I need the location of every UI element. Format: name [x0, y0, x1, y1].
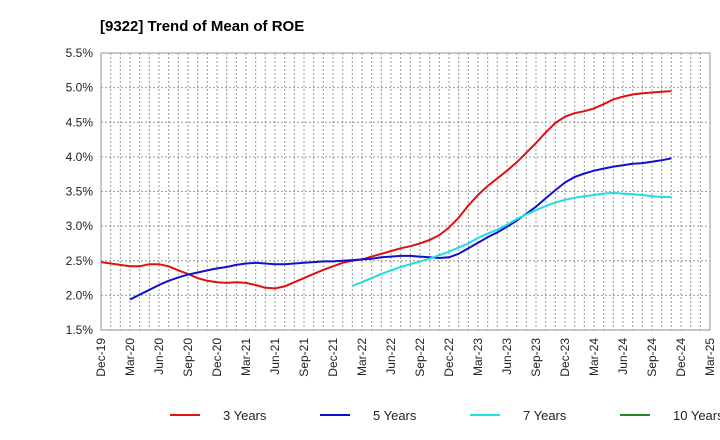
x-tick-label: Sep-20	[181, 338, 195, 377]
series-line-5-years	[129, 157, 672, 301]
x-tick-label: Dec-24	[674, 338, 688, 377]
legend: 3 Years 5 Years 7 Years 10 Years	[170, 408, 720, 423]
series-line-7-years	[352, 191, 672, 287]
y-tick-label: 1.5%	[66, 323, 94, 337]
legend-label: 3 Years	[223, 408, 267, 423]
x-tick-label: Mar-25	[703, 338, 717, 376]
y-tick-label: 3.0%	[66, 219, 94, 233]
x-tick-label: Jun-21	[268, 338, 282, 375]
y-tick-label: 4.5%	[66, 115, 94, 129]
y-tick-label: 4.0%	[66, 150, 94, 164]
x-tick-label: Mar-21	[239, 338, 253, 376]
x-tick-label: Jun-24	[616, 338, 630, 375]
x-tick-label: Mar-22	[355, 338, 369, 376]
x-tick-label: Dec-20	[210, 338, 224, 377]
x-tick-label: Dec-22	[442, 338, 456, 377]
y-tick-label: 3.5%	[66, 185, 94, 199]
x-axis-ticks: Dec-19 Mar-20 Jun-20 Sep-20 Dec-20 Mar-21 Jun-…	[94, 338, 717, 377]
x-tick-label: Dec-21	[326, 338, 340, 377]
x-tick-label: Sep-23	[529, 338, 543, 377]
y-tick-label: 5.0%	[66, 81, 94, 95]
y-tick-label: 5.5%	[66, 46, 94, 60]
series-lines	[100, 90, 672, 301]
legend-label: 7 Years	[523, 408, 567, 423]
x-tick-label: Sep-22	[413, 338, 427, 377]
gridlines	[100, 52, 711, 331]
y-tick-label: 2.5%	[66, 254, 94, 268]
series-line-3-years	[100, 90, 672, 290]
x-tick-label: Jun-23	[500, 338, 514, 375]
x-tick-label: Mar-20	[123, 338, 137, 376]
legend-label: 5 Years	[373, 408, 417, 423]
x-tick-label: Sep-24	[645, 338, 659, 377]
x-tick-label: Dec-19	[94, 338, 108, 377]
x-tick-label: Mar-24	[587, 338, 601, 376]
x-tick-label: Dec-23	[558, 338, 572, 377]
x-tick-label: Mar-23	[471, 338, 485, 376]
y-tick-label: 2.0%	[66, 288, 94, 302]
x-tick-label: Sep-21	[297, 338, 311, 377]
y-axis-ticks: 1.5% 2.0% 2.5% 3.0% 3.5% 4.0% 4.5% 5.0% 5.5%	[66, 46, 94, 337]
x-tick-label: Jun-22	[384, 338, 398, 375]
x-tick-label: Jun-20	[152, 338, 166, 375]
legend-label: 10 Years	[673, 408, 720, 423]
chart-title: [9322] Trend of Mean of ROE	[100, 18, 304, 35]
